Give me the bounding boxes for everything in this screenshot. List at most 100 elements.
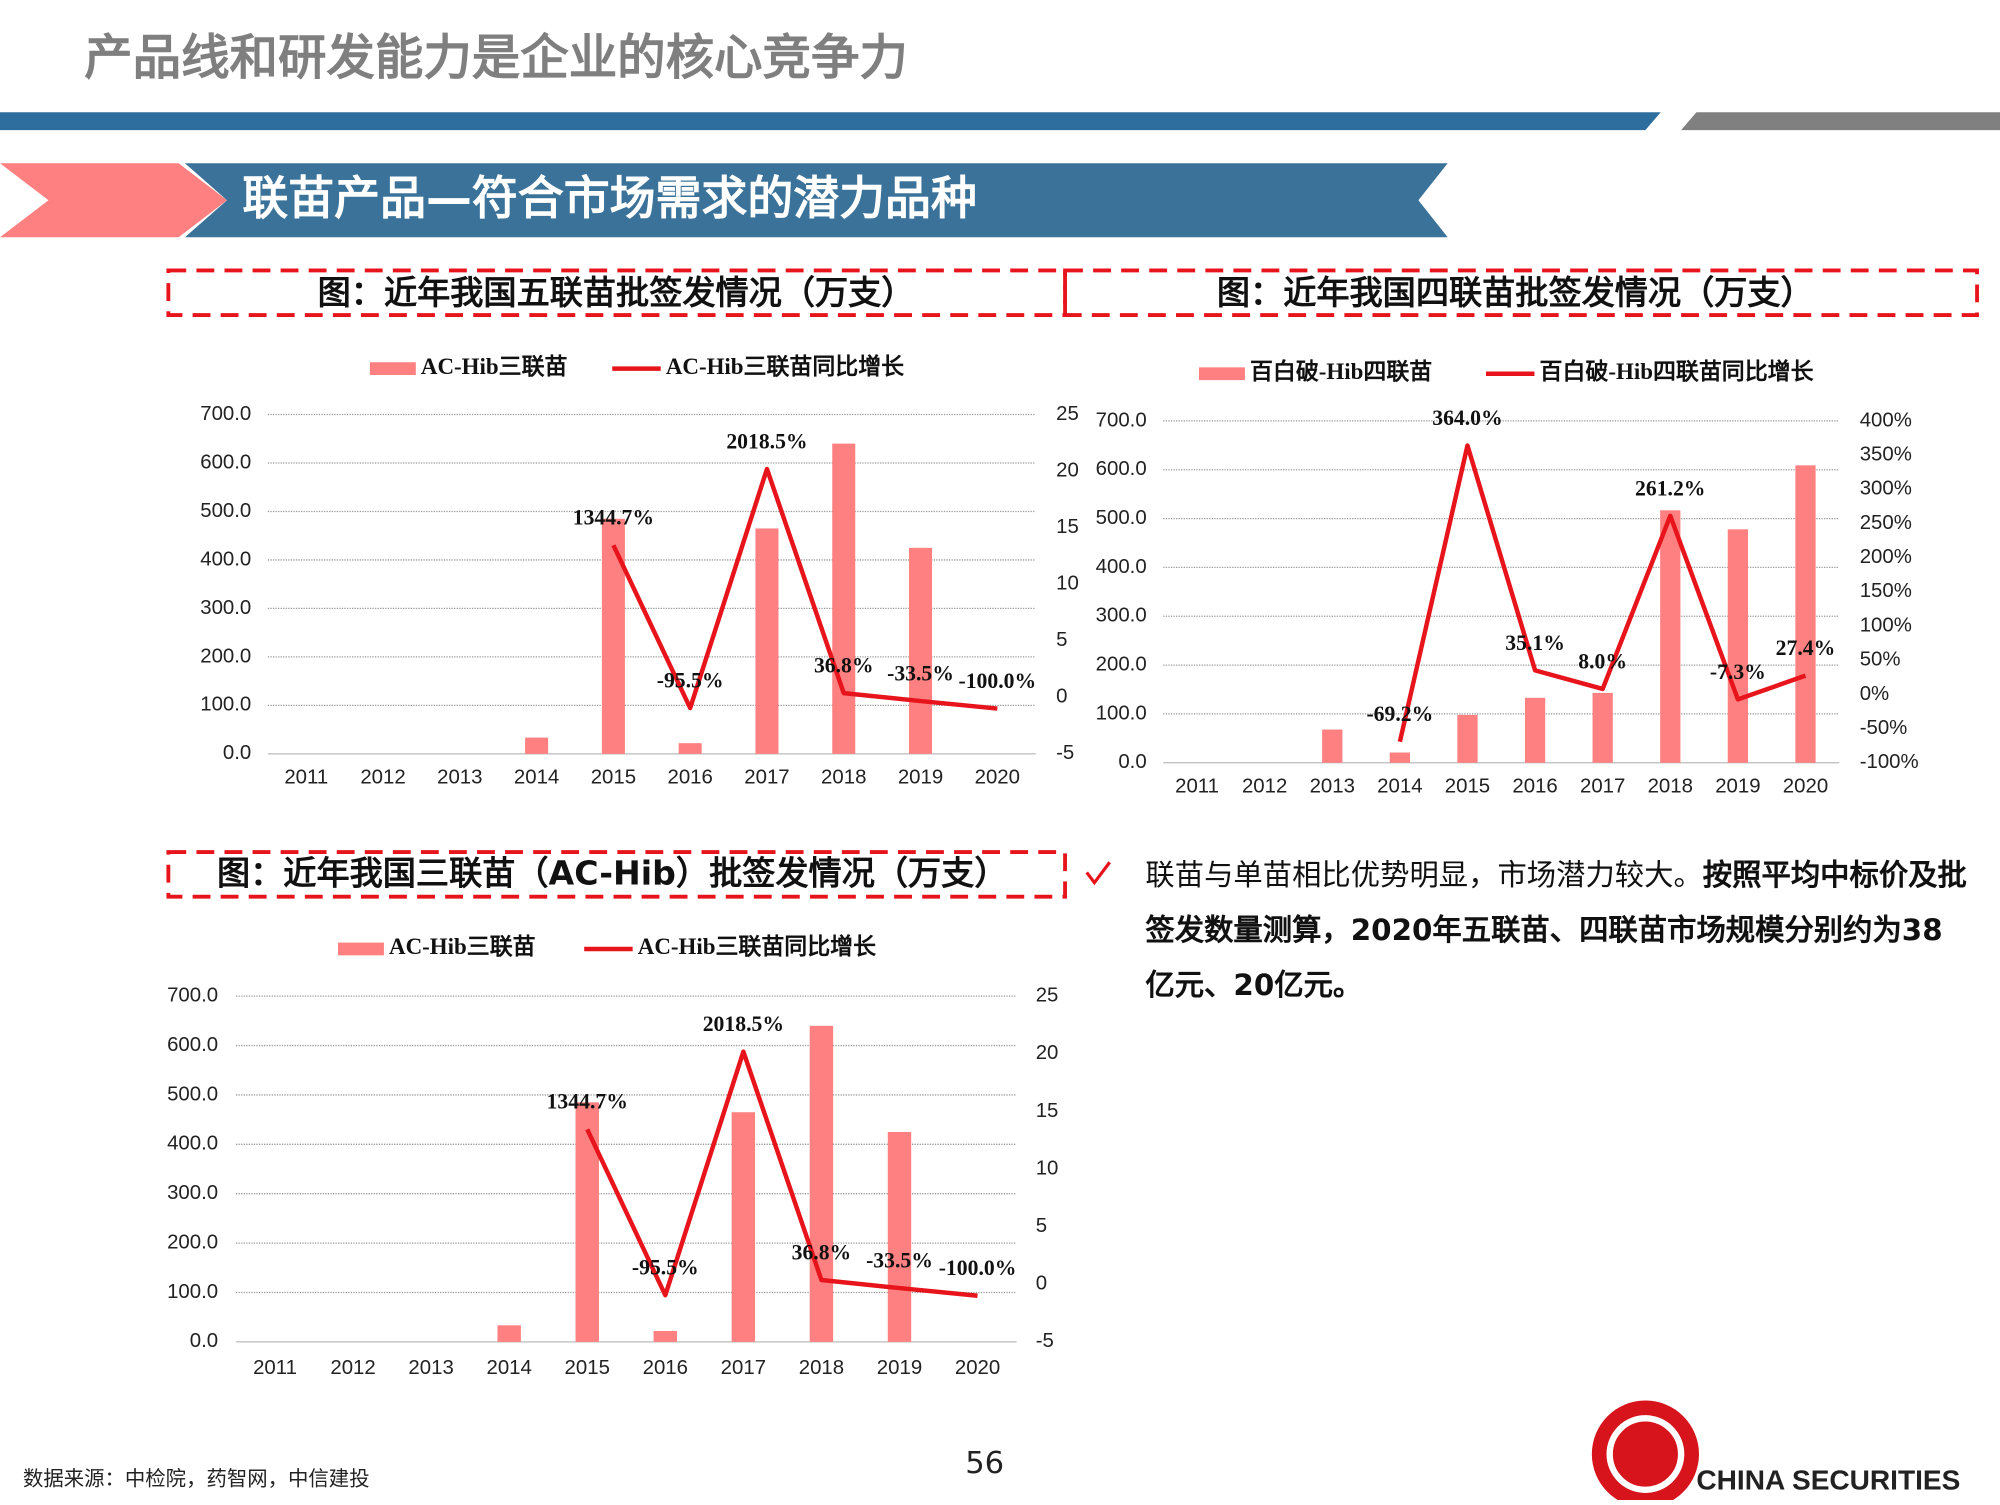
bar [1727,529,1749,763]
bar [887,1131,912,1342]
title-box [166,850,1067,899]
y-tick-label: 500.0 [1096,507,1147,529]
bar [653,1330,678,1342]
y2-tick-label: 100% [1860,614,1912,636]
bar [1322,729,1343,763]
x-tick-label: 2011 [1175,775,1219,797]
bar [497,1325,521,1342]
y-tick-label: 0.0 [190,1330,218,1352]
chevron [0,163,228,238]
bullet-text: 联苗与单苗相比优势明显，市场潜力较大。按照平均中标价及批签发数量测算，2020年… [1145,849,1968,1014]
y2-tick-label: -100% [1860,751,1919,773]
y2-tick-label: 350% [1860,443,1912,465]
y2-tick-label: 25 [1036,985,1059,1007]
x-tick-label: 2016 [1512,775,1557,797]
data-label: 35.1% [1505,631,1565,655]
x-tick-label: 2012 [360,766,405,788]
data-label: 1344.7% [547,1090,628,1114]
x-tick-label: 2012 [330,1357,375,1379]
section-banner [184,163,1448,238]
bar [1660,510,1681,763]
y2-tick-label: 10 [1036,1157,1059,1179]
y-tick-label: 100.0 [200,694,251,716]
legend-swatch [369,362,416,375]
data-label: 261.2% [1635,476,1705,500]
y-tick-label: 100.0 [1096,702,1147,724]
y-tick-label: 200.0 [1096,653,1147,675]
data-label: 36.8% [814,654,874,678]
y-tick-label: 200.0 [167,1231,218,1253]
bar [809,1025,834,1342]
x-tick-label: 2019 [1715,775,1760,797]
title-box [166,268,1067,317]
x-tick-label: 2013 [437,766,482,788]
bar [755,528,779,754]
bullet-segment: 按照平均中标价及批签发数量测算，2020年五联苗、四联苗市场规模分别约为38亿元… [1145,859,1967,1003]
x-tick-label: 2013 [1310,775,1355,797]
y-tick-label: 200.0 [200,645,251,667]
data-label: 36.8% [792,1240,852,1264]
y2-tick-label: 0 [1036,1273,1047,1295]
chart-title: 图：近年我国三联苗（AC-Hib）批签发情况（万支） [217,853,1008,892]
y2-tick-label: 400% [1860,409,1912,431]
bullet-segment: 联苗与单苗相比优势明显，市场潜力较大。 [1145,859,1703,893]
y2-tick-label: 50% [1860,649,1901,671]
x-tick-label: 2015 [1445,775,1490,797]
y2-tick-label: 25 [1056,403,1079,425]
x-tick-label: 2014 [514,766,559,788]
line [611,466,998,711]
data-label: -33.5% [866,1249,933,1273]
data-label: -100.0% [939,1256,1017,1280]
bar [525,737,549,754]
check-mark [1085,861,1111,886]
x-tick-label: 2016 [667,766,712,788]
x-tick-label: 2020 [1783,775,1828,797]
y2-tick-label: 20 [1056,459,1079,481]
y-tick-label: 300.0 [1096,605,1147,627]
y2-tick-label: -5 [1056,742,1074,764]
chart-title: 图：近年我国五联苗批签发情况（万支） [318,273,915,312]
bar [909,547,933,754]
bar [1795,465,1816,763]
bar [1524,697,1546,763]
legend-label: AC-Hib三联苗 [421,354,568,379]
bar [1389,752,1411,763]
y-tick-label: 300.0 [200,597,251,619]
section-title: 联苗产品—符合市场需求的潜力品种 [242,171,977,225]
bar [832,443,856,754]
x-tick-label: 2019 [877,1357,922,1379]
legend-label: 百白破-Hib四联苗 [1250,358,1432,384]
bar [731,1112,756,1342]
y-tick-label: 400.0 [200,548,251,570]
x-tick-label: 2017 [721,1357,766,1379]
data-label: -95.5% [657,669,724,693]
legend-label: AC-Hib三联苗同比增长 [638,933,876,959]
x-tick-label: 2012 [1242,775,1287,797]
x-tick-label: 2019 [898,766,943,788]
x-tick-label: 2014 [486,1357,531,1379]
y-tick-label: 500.0 [200,500,251,522]
legend-label: AC-Hib三联苗 [389,934,536,959]
x-tick-label: 2013 [408,1357,453,1379]
x-tick-label: 2011 [284,766,328,788]
data-label: -7.3% [1710,660,1766,684]
y2-tick-label: 250% [1860,512,1912,534]
y2-tick-label: 5 [1056,629,1067,651]
y-tick-label: 600.0 [167,1034,218,1056]
y2-tick-label: -5 [1036,1330,1054,1352]
page-title: 产品线和研发能力是企业的核心竞争力 [84,30,908,86]
logo-mark-inner [1606,1415,1685,1493]
y-tick-label: 600.0 [200,451,251,473]
y-tick-label: 400.0 [1096,556,1147,578]
data-label: -100.0% [958,669,1036,693]
legend-label: 百白破-Hib四联苗同比增长 [1540,358,1814,384]
y2-tick-label: -50% [1860,717,1908,739]
data-label: -33.5% [887,662,954,686]
page-number: 56 [965,1446,1004,1481]
y2-tick-label: 0% [1860,683,1889,705]
header-bar-gray [1681,112,2000,131]
y2-tick-label: 300% [1860,478,1912,500]
logo-text: CHINA SECURITIES [1696,1465,1960,1496]
